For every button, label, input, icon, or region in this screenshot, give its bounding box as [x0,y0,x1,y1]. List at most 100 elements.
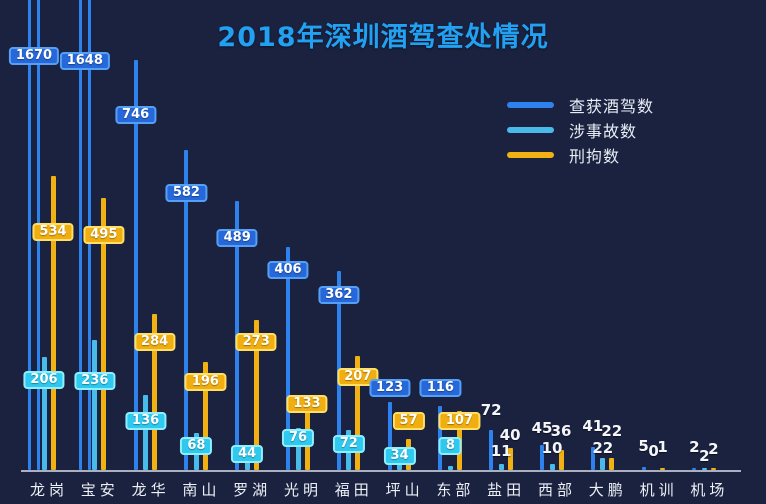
legend-label: 刑拘数 [569,147,621,166]
category-label-2: 龙华 [131,481,170,499]
bar-accident-involved [701,468,707,470]
value-label-caught-drunk-driving: 41 [582,417,604,435]
value-label-accident-involved: 136 [125,412,167,430]
category-label-8: 东部 [436,481,475,499]
category-label-3: 南山 [182,481,221,499]
category-label-11: 大鹏 [588,481,627,499]
value-label-criminal-detention: 107 [438,412,480,430]
value-label-criminal-detention: 284 [134,333,176,351]
value-label-criminal-detention: 207 [337,368,379,386]
value-label-caught-drunk-driving: 72 [480,401,502,419]
value-label-caught-drunk-driving: 123 [369,379,411,397]
value-label-caught-drunk-driving: 746 [115,106,157,124]
bar-accident-involved [600,458,606,470]
value-label-accident-involved: 22 [592,439,614,457]
value-label-caught-drunk-driving: 362 [318,286,360,304]
bar-criminal-detention [101,198,107,470]
category-label-6: 福田 [334,481,373,499]
bar-criminal-detention [202,362,208,470]
value-label-criminal-detention: 40 [499,426,521,444]
value-label-criminal-detention: 22 [601,422,623,440]
bar-accident-involved [41,357,47,470]
category-label-0: 龙岗 [29,481,69,499]
value-label-caught-drunk-driving: 489 [216,229,258,247]
value-label-caught-drunk-driving: 45 [531,419,553,437]
value-label-caught-drunk-driving: 116 [419,379,461,397]
legend-item-caught-drunk-driving[interactable]: 查获酒驾数 [507,97,654,116]
bar-caught-drunk-driving [286,247,290,470]
value-label-criminal-detention: 495 [83,226,125,244]
bar-criminal-detention [50,176,56,470]
value-label-accident-involved: 76 [281,429,315,447]
bar-caught-drunk-driving [184,150,189,470]
legend-item-criminal-detention[interactable]: 刑拘数 [507,147,654,166]
value-label-accident-involved: 44 [231,445,264,463]
bar-accident-involved [549,464,555,470]
value-label-accident-involved: 10 [541,439,563,457]
bar-criminal-detention [253,320,259,470]
value-label-criminal-detention: 133 [286,395,328,413]
bar-caught-drunk-driving [28,0,31,470]
value-label-criminal-detention: 36 [550,422,572,440]
value-label-criminal-detention: 2 [708,440,719,458]
value-label-criminal-detention: 273 [235,333,277,351]
bar-caught-drunk-driving [489,430,494,470]
value-label-accident-involved: 206 [23,371,65,389]
chart-title: 2018年深圳酒驾查处情况 [217,22,549,53]
bar-criminal-detention [558,450,564,470]
category-label-5: 光明 [283,481,323,499]
value-label-accident-involved: 34 [383,447,416,465]
bar-criminal-detention [152,314,158,470]
bar-accident-involved [498,464,504,470]
category-label-10: 西部 [537,481,577,499]
value-label-accident-involved: 236 [74,372,116,390]
bar-criminal-detention [710,468,716,470]
legend-swatch-icon [507,152,554,158]
value-label-criminal-detention: 196 [184,373,226,391]
legend-label: 涉事故数 [569,122,638,141]
legend-swatch-icon [507,127,554,133]
bar-criminal-detention [507,448,513,470]
bar-caught-drunk-driving [387,402,392,470]
bar-accident-involved [143,395,149,470]
bar-criminal-detention [660,468,666,470]
x-axis-line [21,470,741,472]
legend-item-accident-involved[interactable]: 涉事故数 [507,122,654,141]
bar-caught-drunk-driving [78,0,82,470]
value-label-criminal-detention: 57 [392,412,425,430]
value-label-caught-drunk-driving: 1648 [59,52,110,70]
category-label-1: 宝安 [80,481,119,499]
category-label-9: 盐田 [487,481,526,499]
legend-swatch-icon [507,102,554,108]
bar-accident-involved [92,340,98,470]
category-label-13: 机场 [690,481,729,499]
value-label-accident-involved: 68 [180,437,213,455]
legend-label: 查获酒驾数 [569,97,655,116]
category-label-12: 机训 [639,481,678,499]
value-label-accident-involved: 11 [490,442,512,460]
category-label-7: 坪山 [385,481,424,499]
value-label-caught-drunk-driving: 582 [165,184,207,202]
bar-caught-drunk-driving [692,468,697,470]
value-label-accident-involved: 72 [332,435,365,453]
value-label-accident-involved: 2 [699,447,710,465]
legend: 查获酒驾数涉事故数刑拘数 [507,97,654,172]
value-label-criminal-detention: 534 [32,223,74,241]
value-label-caught-drunk-driving: 1670 [8,47,60,65]
bar-caught-drunk-driving [540,445,544,470]
bar-caught-drunk-driving [641,467,646,470]
bar-criminal-detention [355,356,361,470]
bar-caught-drunk-driving [133,60,138,470]
bar-criminal-detention [609,458,615,470]
value-label-accident-involved: 8 [438,437,462,455]
value-label-caught-drunk-driving: 5 [638,437,649,455]
bar-caught-drunk-driving [590,447,595,470]
value-label-caught-drunk-driving: 406 [267,261,309,279]
category-label-4: 罗湖 [233,481,272,499]
value-label-accident-involved: 0 [648,442,659,460]
value-label-caught-drunk-driving: 2 [689,438,700,456]
bar-accident-involved [447,466,453,470]
value-label-criminal-detention: 1 [657,438,668,456]
